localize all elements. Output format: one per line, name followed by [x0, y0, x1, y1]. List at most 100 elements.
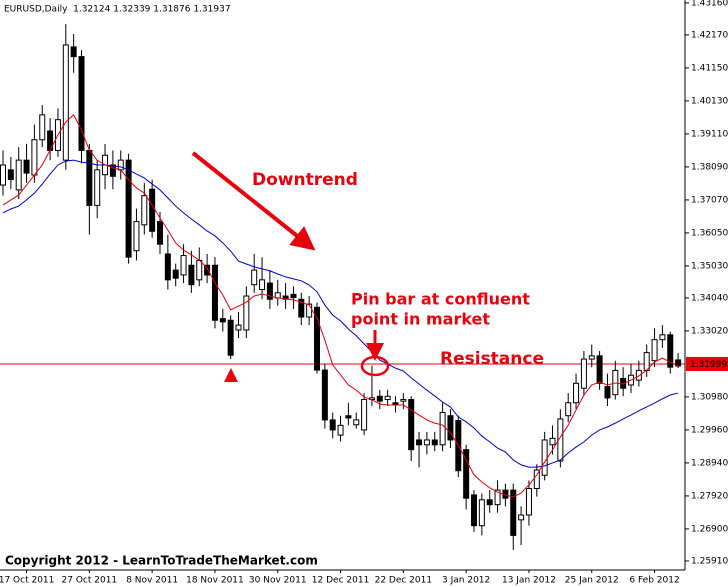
x-tick-label: 22 Dec 2011: [375, 576, 433, 586]
pin-bar-circle: [360, 355, 390, 377]
plot-area: [0, 24, 685, 550]
y-tick-label: 1.26900: [691, 524, 728, 534]
candle-body: [659, 334, 666, 341]
x-tick-label: 17 Oct 2011: [0, 576, 54, 586]
x-tick-label: 13 Jan 2012: [502, 576, 556, 586]
pin-bar-label: Pin bar at confluent: [351, 290, 530, 309]
resistance-label: Resistance: [440, 349, 544, 369]
candle-body: [337, 424, 344, 436]
candle-body: [525, 487, 532, 516]
y-tick-label: 1.37070: [691, 195, 728, 205]
y-tick-label: 1.29960: [691, 425, 728, 435]
candle-body: [133, 221, 140, 252]
candle-body: [384, 395, 391, 401]
candle-body: [180, 255, 187, 276]
candle-body: [471, 494, 477, 527]
low-marker: [224, 368, 238, 382]
x-tick-label: 12 Dec 2011: [312, 576, 370, 586]
candle-body: [486, 499, 493, 506]
candle-body: [117, 159, 124, 171]
candle-body: [243, 295, 250, 331]
candle-body: [541, 439, 548, 476]
candle-body: [204, 264, 211, 276]
price-label-box: [686, 356, 728, 371]
candle-body: [149, 188, 156, 232]
candle-body: [298, 298, 305, 318]
candle-body: [345, 415, 352, 419]
candle-body: [251, 269, 258, 286]
chart-title: EURUSD,Daily 1.32124 1.32339 1.31876 1.3…: [4, 5, 231, 15]
candle-body: [573, 382, 580, 404]
x-tick-label: 25 Jan 2012: [565, 576, 619, 586]
x-tick-label: 8 Nov 2011: [126, 576, 178, 586]
candle-body: [227, 319, 234, 356]
candle-body: [494, 489, 501, 506]
candle-body: [431, 439, 438, 446]
y-tick-label: 1.25910: [691, 556, 728, 566]
candle-body: [596, 355, 603, 384]
candle-body: [321, 369, 328, 421]
y-tick-label: 1.40130: [691, 96, 728, 106]
candle-body: [164, 253, 171, 281]
copyright: Copyright 2012 - LearnToTradeTheMarket.c…: [5, 554, 318, 568]
candle-body: [565, 402, 572, 417]
candle-body: [447, 415, 454, 441]
candle-body: [533, 469, 540, 489]
y-tick-label: 1.42170: [691, 30, 728, 40]
candle-body: [188, 264, 195, 286]
y-tick-label: 1.33020: [691, 326, 728, 336]
candle-body: [588, 355, 595, 360]
candle-body: [0, 164, 6, 186]
y-tick-label: 1.28940: [691, 458, 728, 468]
candle-body: [31, 139, 38, 176]
candle-body: [651, 339, 658, 362]
candle-body: [376, 395, 383, 402]
candle-body: [23, 159, 30, 174]
candle-body: [290, 293, 297, 299]
candle-body: [478, 499, 485, 527]
y-tick-label: 1.34040: [691, 293, 728, 303]
candle-body: [667, 334, 674, 368]
y-tick-label: 1.43160: [691, 0, 728, 8]
candle-body: [219, 318, 226, 323]
x-tick-label: 27 Oct 2011: [62, 576, 118, 586]
candle-body: [400, 399, 407, 402]
candle-body: [416, 439, 423, 446]
y-tick-label: 1.35030: [691, 261, 728, 271]
candle-body: [549, 437, 556, 446]
trend-arrow: [191, 151, 316, 251]
candle-body: [15, 159, 22, 191]
pin-bar-label: point in market: [351, 310, 490, 329]
candle-body: [211, 264, 218, 321]
candle-body: [7, 169, 14, 181]
candle-body: [353, 419, 360, 426]
candle-body: [125, 159, 132, 258]
candle-body: [62, 44, 69, 161]
candle-body: [109, 164, 116, 177]
y-tick-label: 1.30980: [691, 392, 728, 402]
candle-body: [518, 514, 525, 521]
y-tick-label: 1.39110: [691, 129, 728, 139]
candle-body: [392, 402, 399, 405]
candle-body: [408, 399, 415, 451]
candle-body: [172, 269, 179, 279]
candle-body: [70, 46, 77, 58]
candle-body: [604, 386, 611, 399]
y-tick-label: 1.41150: [691, 63, 728, 73]
candle-body: [306, 303, 313, 318]
candle-body: [423, 439, 430, 446]
candle-body: [510, 489, 517, 536]
moving-average: [2, 114, 679, 498]
y-tick-label: 1.38090: [691, 162, 728, 172]
x-tick-label: 18 Nov 2011: [186, 576, 244, 586]
candle-body: [196, 259, 203, 281]
y-tick-label: 1.27920: [691, 491, 728, 501]
candle-body: [235, 324, 242, 331]
candle-body: [635, 369, 642, 381]
candle-body: [557, 418, 564, 462]
y-tick-label: 1.36050: [691, 228, 728, 238]
candle-body: [580, 358, 587, 389]
